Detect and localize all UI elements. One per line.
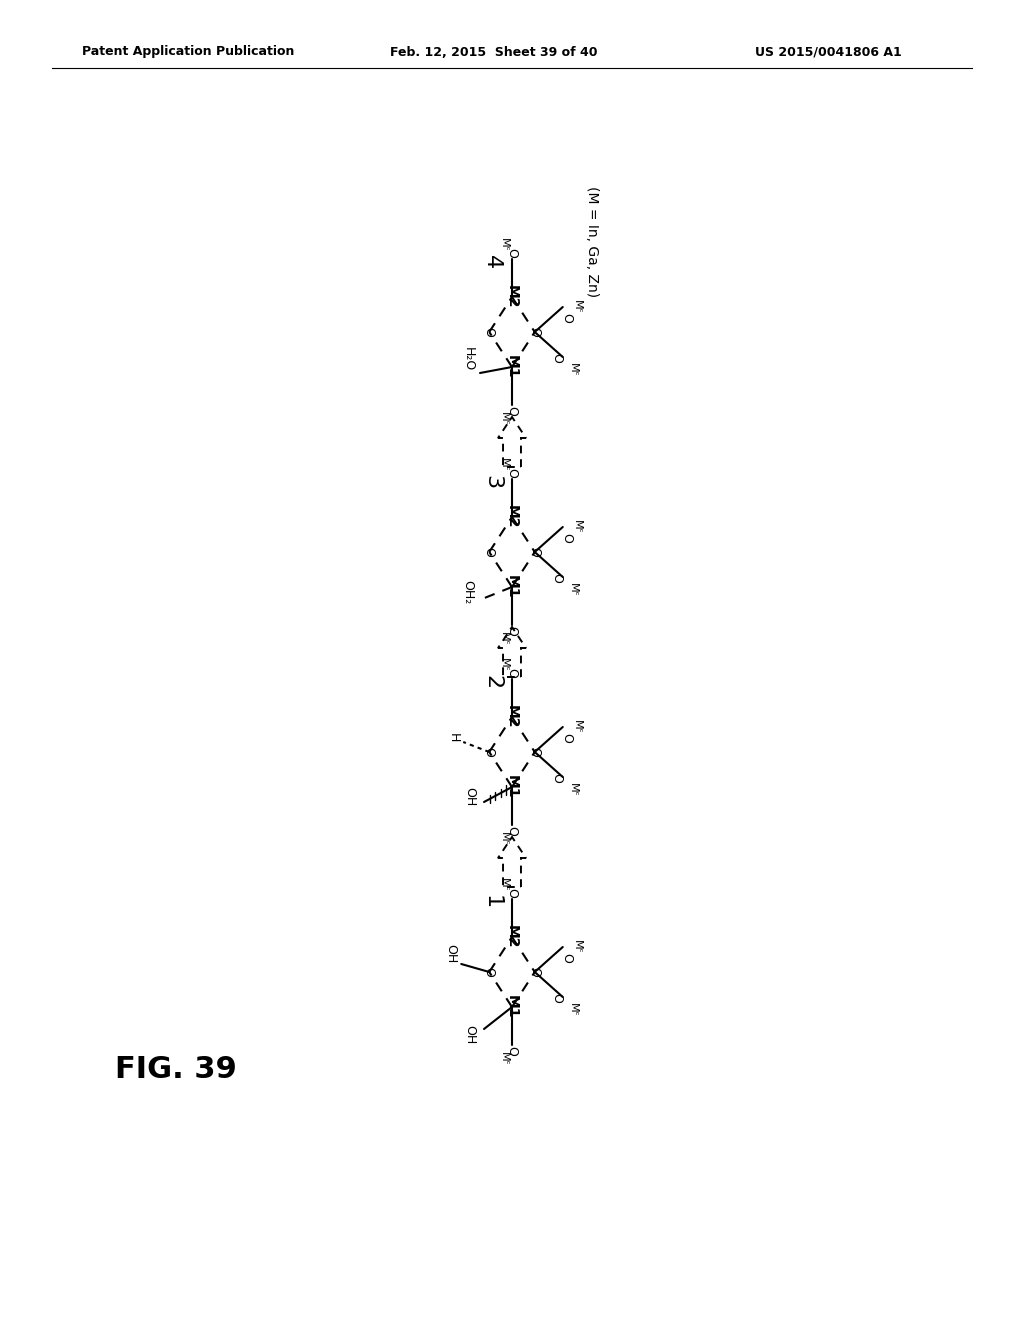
Text: O: O bbox=[506, 248, 518, 257]
Text: Mᶜ: Mᶜ bbox=[567, 363, 578, 378]
Text: O: O bbox=[482, 968, 496, 977]
Text: Mᶜ: Mᶜ bbox=[499, 238, 509, 252]
Text: M2: M2 bbox=[505, 506, 519, 529]
Text: O: O bbox=[528, 747, 542, 756]
Text: Mᶜ: Mᶜ bbox=[567, 1003, 578, 1016]
Text: Mᶜ: Mᶜ bbox=[499, 832, 509, 846]
Text: Mᶜ: Mᶜ bbox=[567, 583, 578, 597]
Text: O: O bbox=[550, 774, 563, 783]
Text: FIG. 39: FIG. 39 bbox=[115, 1056, 237, 1085]
Text: 1: 1 bbox=[482, 895, 502, 909]
Text: 4: 4 bbox=[482, 255, 502, 269]
Text: 2: 2 bbox=[482, 675, 502, 689]
Text: O: O bbox=[506, 1045, 518, 1056]
Text: M1: M1 bbox=[505, 576, 519, 599]
Text: 3: 3 bbox=[482, 475, 502, 490]
Text: Mᶜ: Mᶜ bbox=[499, 659, 509, 672]
Text: OH: OH bbox=[464, 1026, 476, 1044]
Text: O: O bbox=[528, 968, 542, 977]
Text: Mᶜ: Mᶜ bbox=[571, 721, 582, 734]
Text: O: O bbox=[550, 993, 563, 1003]
Text: M2: M2 bbox=[505, 285, 519, 309]
Text: Mᶜ: Mᶜ bbox=[499, 632, 509, 645]
Text: O: O bbox=[506, 826, 518, 836]
Text: Mᶜ: Mᶜ bbox=[499, 412, 509, 426]
Text: M1: M1 bbox=[505, 995, 519, 1019]
Text: O: O bbox=[560, 533, 573, 543]
Text: H₂O: H₂O bbox=[462, 347, 474, 371]
Text: O: O bbox=[560, 733, 573, 743]
Text: Mᶜ: Mᶜ bbox=[499, 878, 509, 892]
Text: O: O bbox=[482, 327, 496, 337]
Text: O: O bbox=[560, 953, 573, 962]
Text: O: O bbox=[506, 888, 518, 898]
Text: O: O bbox=[482, 747, 496, 756]
Text: O: O bbox=[550, 352, 563, 363]
Text: Mᶜ: Mᶜ bbox=[571, 520, 582, 533]
Text: M2: M2 bbox=[505, 705, 519, 729]
Text: O: O bbox=[506, 668, 518, 678]
Text: O: O bbox=[506, 407, 518, 416]
Text: Mᶜ: Mᶜ bbox=[499, 1052, 509, 1065]
Text: OH₂: OH₂ bbox=[462, 579, 474, 605]
Text: O: O bbox=[528, 327, 542, 337]
Text: O: O bbox=[528, 546, 542, 557]
Text: Feb. 12, 2015  Sheet 39 of 40: Feb. 12, 2015 Sheet 39 of 40 bbox=[390, 45, 597, 58]
Text: Mᶜ: Mᶜ bbox=[571, 300, 582, 314]
Text: Mᶜ: Mᶜ bbox=[499, 458, 509, 471]
Text: Patent Application Publication: Patent Application Publication bbox=[82, 45, 294, 58]
Text: O: O bbox=[550, 573, 563, 583]
Text: Mᶜ: Mᶜ bbox=[567, 783, 578, 797]
Text: M1: M1 bbox=[505, 355, 519, 379]
Text: O: O bbox=[482, 546, 496, 557]
Text: H: H bbox=[446, 734, 460, 743]
Text: (M = In, Ga, Zn): (M = In, Ga, Zn) bbox=[585, 186, 599, 297]
Text: O: O bbox=[506, 469, 518, 478]
Text: M2: M2 bbox=[505, 925, 519, 949]
Text: O: O bbox=[506, 626, 518, 636]
Text: US 2015/0041806 A1: US 2015/0041806 A1 bbox=[755, 45, 902, 58]
Text: OH: OH bbox=[444, 944, 458, 964]
Text: M1: M1 bbox=[505, 775, 519, 799]
Text: OH: OH bbox=[464, 787, 476, 807]
Text: Mᶜ: Mᶜ bbox=[571, 940, 582, 954]
Text: O: O bbox=[560, 313, 573, 323]
